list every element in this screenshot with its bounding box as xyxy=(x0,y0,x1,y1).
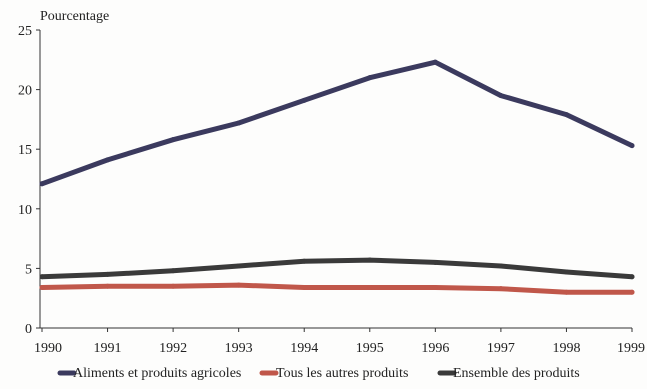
data-point xyxy=(629,289,635,295)
series-line-2 xyxy=(39,282,635,295)
x-tick-label: 1995 xyxy=(356,341,384,356)
data-point xyxy=(498,263,504,269)
x-tick-label: 1998 xyxy=(552,341,580,356)
data-point xyxy=(301,284,307,290)
data-point xyxy=(629,274,635,280)
data-point xyxy=(432,284,438,290)
y-axis-title: Pourcentage xyxy=(40,9,109,24)
x-ticks: 1990 1991 1992 1993 1994 1995 1996 1997 1998 1999 xyxy=(34,328,645,356)
y-tick-label: 15 xyxy=(18,143,32,158)
x-tick-label: 1994 xyxy=(290,341,318,356)
data-point xyxy=(367,75,373,81)
x-tick-label: 1996 xyxy=(421,341,449,356)
data-point xyxy=(170,137,176,143)
data-point xyxy=(105,283,111,289)
legend-label: Tous les autres produits xyxy=(276,366,408,381)
data-point xyxy=(39,181,45,187)
data-point xyxy=(105,271,111,277)
data-point xyxy=(432,59,438,65)
y-tick-label: 0 xyxy=(25,322,32,337)
data-point xyxy=(236,263,242,269)
data-point xyxy=(301,258,307,264)
data-point xyxy=(367,284,373,290)
x-tick-label: 1990 xyxy=(34,341,62,356)
series-line-3 xyxy=(39,257,635,280)
data-point xyxy=(39,274,45,280)
data-point xyxy=(236,282,242,288)
axes xyxy=(39,30,632,329)
x-tick-label: 1993 xyxy=(225,341,253,356)
data-point xyxy=(170,268,176,274)
x-tick-label: 1992 xyxy=(159,341,187,356)
data-point xyxy=(170,283,176,289)
data-point xyxy=(563,289,569,295)
data-point xyxy=(301,97,307,103)
series-line-1 xyxy=(39,59,635,187)
legend: Aliments et produits agricoles Tous les a… xyxy=(57,366,580,381)
data-point xyxy=(563,112,569,118)
data-point xyxy=(367,257,373,263)
data-point xyxy=(432,259,438,265)
x-tick-label: 1997 xyxy=(487,341,515,356)
y-tick-label: 20 xyxy=(18,84,32,99)
legend-label: Aliments et produits agricoles xyxy=(73,366,241,381)
x-tick-label: 1999 xyxy=(617,341,645,356)
x-tick-label: 1991 xyxy=(94,341,122,356)
data-point xyxy=(498,286,504,292)
legend-label: Ensemble des produits xyxy=(453,366,580,381)
y-tick-label: 5 xyxy=(25,262,32,277)
series-lines xyxy=(39,59,635,295)
data-point xyxy=(498,93,504,99)
data-point xyxy=(39,284,45,290)
data-point xyxy=(563,269,569,275)
data-point xyxy=(105,157,111,163)
y-tick-label: 25 xyxy=(18,24,32,39)
y-tick-label: 10 xyxy=(18,203,32,218)
y-ticks: 0 5 10 15 20 25 xyxy=(18,24,40,337)
data-point xyxy=(629,143,635,149)
data-point xyxy=(236,120,242,126)
